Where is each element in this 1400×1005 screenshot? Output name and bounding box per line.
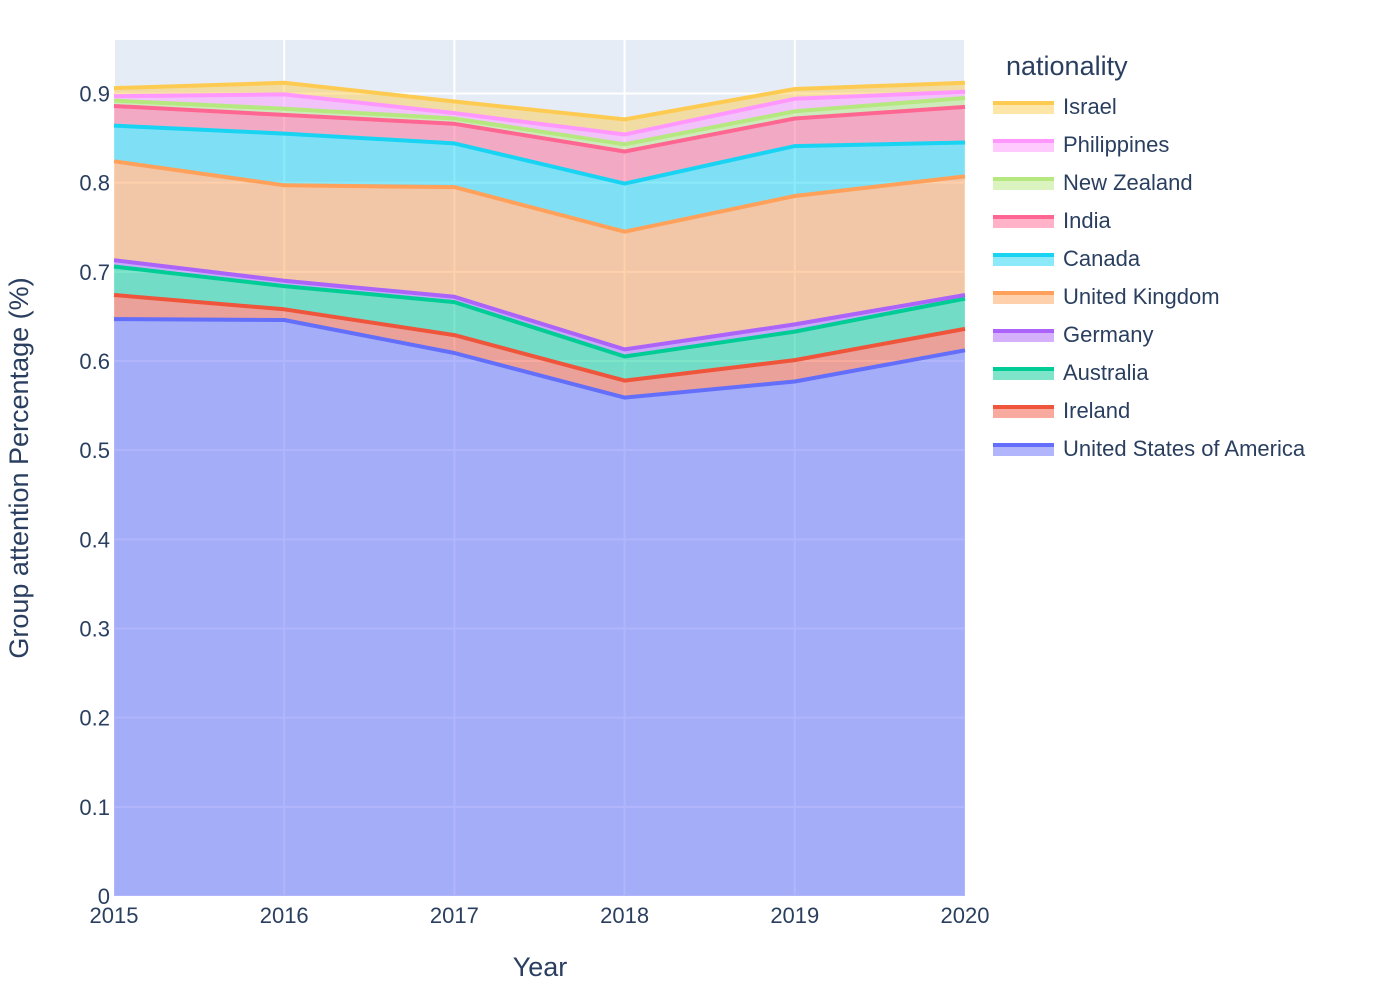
legend-swatch xyxy=(993,293,1054,304)
area-united-kingdom xyxy=(114,161,965,350)
legend-label: United Kingdom xyxy=(1063,284,1220,309)
y-tick-label: 0.4 xyxy=(79,527,110,552)
x-tick-label: 2019 xyxy=(770,903,819,928)
y-tick-label: 0.3 xyxy=(79,617,110,642)
area-united-states-of-america xyxy=(114,319,965,897)
y-tick-label: 0.1 xyxy=(79,795,110,820)
x-axis-title: Year xyxy=(513,952,568,982)
legend-label: Canada xyxy=(1063,246,1141,271)
area-philippines xyxy=(114,91,965,145)
legend-label: Germany xyxy=(1063,322,1153,347)
x-tick-label: 2016 xyxy=(260,903,309,928)
legend-item-united-states-of-america[interactable]: United States of America xyxy=(993,436,1306,461)
legend-label: India xyxy=(1063,208,1111,233)
legend-item-united-kingdom[interactable]: United Kingdom xyxy=(993,284,1220,309)
line-layer xyxy=(113,80,966,400)
legend-label: Ireland xyxy=(1063,398,1130,423)
legend-item-ireland[interactable]: Ireland xyxy=(993,398,1130,423)
legend-swatch xyxy=(993,103,1054,114)
y-tick-label: 0.8 xyxy=(79,171,110,196)
y-tick-label: 0 xyxy=(98,884,110,909)
legend-swatch xyxy=(993,179,1054,190)
legend-item-australia[interactable]: Australia xyxy=(993,360,1149,385)
line-india xyxy=(113,104,966,154)
legend-label: Philippines xyxy=(1063,132,1169,157)
line-canada xyxy=(113,123,966,186)
legend-label: Israel xyxy=(1063,94,1117,119)
line-philippines xyxy=(113,89,966,137)
legend-swatch xyxy=(993,217,1054,228)
area-layer xyxy=(114,82,965,897)
legend-swatch xyxy=(993,369,1054,380)
x-tick-label: 2018 xyxy=(600,903,649,928)
legend-title: nationality xyxy=(1006,51,1128,81)
x-tick-label: 2017 xyxy=(430,903,479,928)
legend-swatch xyxy=(993,255,1054,266)
legend-item-new-zealand[interactable]: New Zealand xyxy=(993,170,1193,195)
y-tick-label: 0.5 xyxy=(79,438,110,463)
legend-swatch xyxy=(993,141,1054,152)
x-tick-label: 2020 xyxy=(941,903,990,928)
legend-item-india[interactable]: India xyxy=(993,208,1111,233)
y-tick-label: 0.7 xyxy=(79,260,110,285)
x-tick-label: 2015 xyxy=(90,903,139,928)
line-united-kingdom xyxy=(113,159,966,234)
area-australia xyxy=(114,266,965,381)
legend: nationality Israel Philippines New Zealand… xyxy=(993,51,1306,461)
legend-swatch xyxy=(993,331,1054,342)
line-ireland xyxy=(113,293,966,383)
legend-item-philippines[interactable]: Philippines xyxy=(993,132,1169,157)
area-canada xyxy=(114,125,965,232)
legend-item-germany[interactable]: Germany xyxy=(993,322,1153,347)
legend-item-israel[interactable]: Israel xyxy=(993,94,1117,119)
y-tick-label: 0.6 xyxy=(79,349,110,374)
y-tick-label: 0.2 xyxy=(79,706,110,731)
legend-label: New Zealand xyxy=(1063,170,1193,195)
area-israel xyxy=(114,82,965,135)
line-australia xyxy=(113,264,966,359)
area-india xyxy=(114,106,965,184)
legend-item-canada[interactable]: Canada xyxy=(993,246,1141,271)
area-ireland xyxy=(114,295,965,398)
y-axis-title: Group attention Percentage (%) xyxy=(4,277,34,658)
line-new-zealand xyxy=(113,96,966,147)
line-united-states-of-america xyxy=(113,317,966,400)
y-tick-label: 0.9 xyxy=(79,82,110,107)
legend-label: United States of America xyxy=(1063,436,1306,461)
legend-swatch xyxy=(993,445,1054,456)
line-israel xyxy=(113,80,966,122)
line-germany xyxy=(113,258,966,352)
legend-label: Australia xyxy=(1063,360,1149,385)
tick-layer: 2015 2016 2017 2018 2019 2020 0 0.1 0.2 0.3 0.4 0.5… xyxy=(79,82,989,929)
legend-swatch xyxy=(993,407,1054,418)
